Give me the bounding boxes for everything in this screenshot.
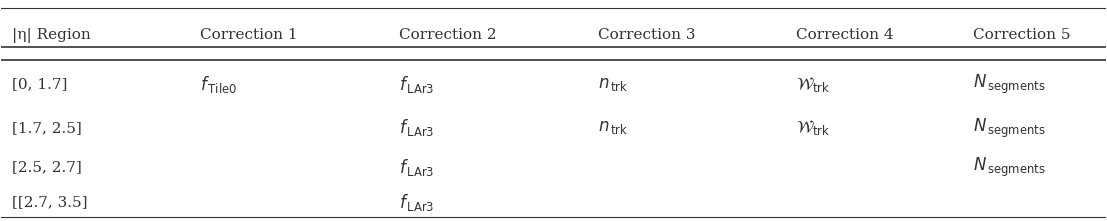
Text: $N_{\,\mathrm{segments}}$: $N_{\,\mathrm{segments}}$ bbox=[973, 156, 1046, 179]
Text: $n_{\,\mathrm{trk}}$: $n_{\,\mathrm{trk}}$ bbox=[598, 120, 628, 136]
Text: $f_{\,\mathrm{LAr3}}$: $f_{\,\mathrm{LAr3}}$ bbox=[399, 192, 434, 213]
Text: Correction 5: Correction 5 bbox=[973, 28, 1070, 42]
Text: $f_{\,\mathrm{Tile0}}$: $f_{\,\mathrm{Tile0}}$ bbox=[200, 74, 237, 95]
Text: $N_{\,\mathrm{segments}}$: $N_{\,\mathrm{segments}}$ bbox=[973, 116, 1046, 139]
Text: $f_{\,\mathrm{LAr3}}$: $f_{\,\mathrm{LAr3}}$ bbox=[399, 157, 434, 178]
Text: Correction 2: Correction 2 bbox=[399, 28, 497, 42]
Text: Correction 4: Correction 4 bbox=[796, 28, 894, 42]
Text: |η| Region: |η| Region bbox=[12, 28, 91, 43]
Text: [0, 1.7]: [0, 1.7] bbox=[12, 77, 68, 91]
Text: $\mathcal{W}_{\mathrm{trk}}$: $\mathcal{W}_{\mathrm{trk}}$ bbox=[796, 75, 830, 94]
Text: [[2.7, 3.5]: [[2.7, 3.5] bbox=[12, 195, 87, 209]
Text: [2.5, 2.7]: [2.5, 2.7] bbox=[12, 160, 82, 174]
Text: $\mathcal{W}_{\mathrm{trk}}$: $\mathcal{W}_{\mathrm{trk}}$ bbox=[796, 118, 830, 137]
Text: Correction 1: Correction 1 bbox=[200, 28, 298, 42]
Text: $n_{\,\mathrm{trk}}$: $n_{\,\mathrm{trk}}$ bbox=[598, 76, 628, 93]
Text: $N_{\,\mathrm{segments}}$: $N_{\,\mathrm{segments}}$ bbox=[973, 73, 1046, 96]
Text: $f_{\,\mathrm{LAr3}}$: $f_{\,\mathrm{LAr3}}$ bbox=[399, 117, 434, 139]
Text: $f_{\,\mathrm{LAr3}}$: $f_{\,\mathrm{LAr3}}$ bbox=[399, 74, 434, 95]
Text: Correction 3: Correction 3 bbox=[598, 28, 695, 42]
Text: [1.7, 2.5]: [1.7, 2.5] bbox=[12, 121, 82, 135]
